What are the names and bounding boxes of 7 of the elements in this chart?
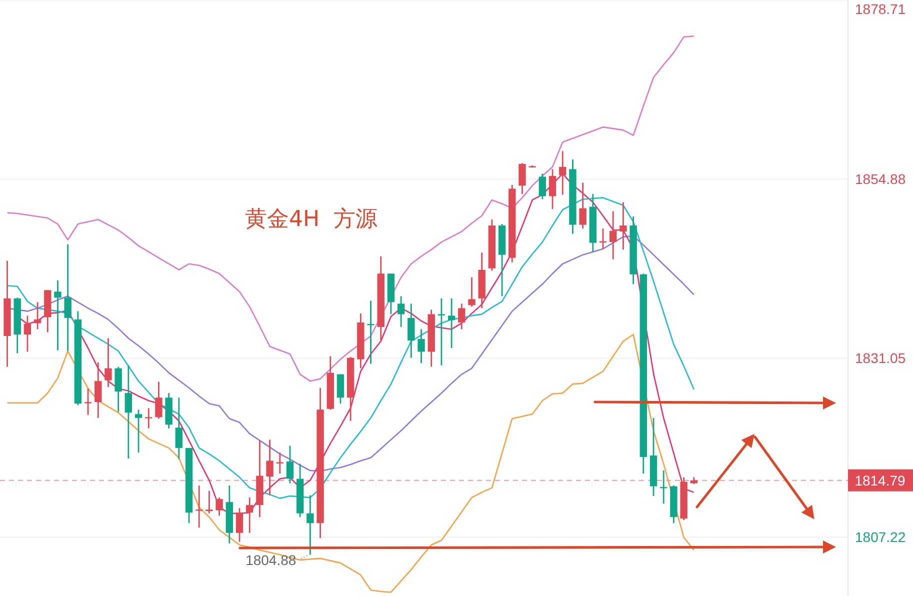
annotation: 1804.88 [246, 552, 296, 568]
text: 黄金4H 方源 [245, 207, 378, 232]
ref-line-label: 1814.79 [854, 472, 906, 488]
y-tick-label: 1831.05 [855, 350, 906, 366]
y-tick-label: 1807.22 [855, 529, 906, 546]
y-tick-label: 1854.88 [855, 171, 906, 188]
y-tick-label: 1878.71 [855, 1, 906, 17]
